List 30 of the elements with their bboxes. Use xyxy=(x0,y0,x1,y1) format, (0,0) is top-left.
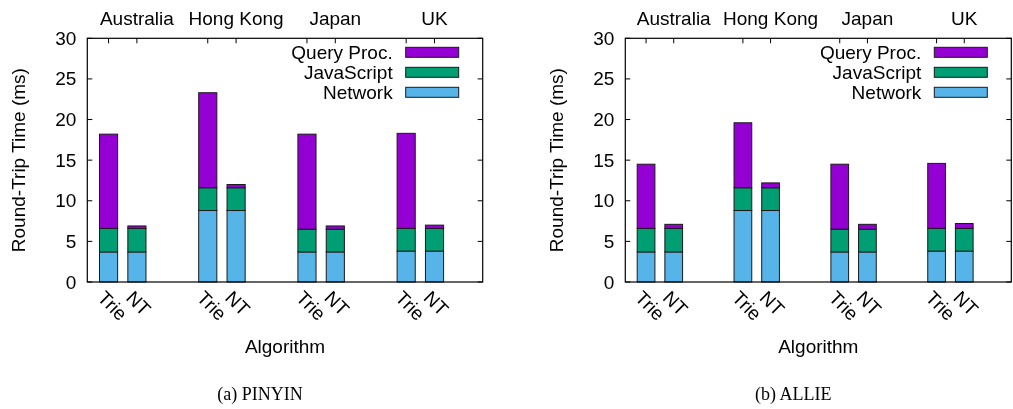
text: UK xyxy=(421,8,449,29)
y-tick-label: 20 xyxy=(55,109,77,131)
y-tick-label: 20 xyxy=(593,109,615,131)
legend-label: Query Proc. xyxy=(819,41,922,63)
y-axis-title: Round-Trip Time (ms) xyxy=(8,68,30,253)
text: Hong Kong xyxy=(723,8,819,29)
text: Australia xyxy=(636,8,712,29)
y-tick-label: 30 xyxy=(55,27,77,49)
x-axis-title: Algorithm xyxy=(778,336,859,357)
y-tick-label: 5 xyxy=(603,230,615,252)
y-tick-label: 5 xyxy=(65,230,77,252)
x-axis-title: Algorithm xyxy=(244,336,326,357)
text: Japan xyxy=(309,8,362,29)
y-tick-label: 15 xyxy=(593,149,615,171)
text: Hong Kong xyxy=(188,8,284,29)
y-tick-label: 15 xyxy=(55,149,77,171)
y-tick-label: 25 xyxy=(55,68,77,90)
text: (b) ALLIE xyxy=(755,384,832,405)
text: (a) PINYIN xyxy=(217,384,303,405)
text: UK xyxy=(951,8,978,29)
y-axis-title: Round-Trip Time (ms) xyxy=(546,68,568,253)
y-tick-label: 10 xyxy=(55,190,77,212)
y-tick-label: 0 xyxy=(603,271,615,293)
y-tick-label: 0 xyxy=(65,271,77,293)
text: Australia xyxy=(99,8,175,29)
y-tick-label: 10 xyxy=(593,190,615,212)
text: Japan xyxy=(841,8,894,29)
y-tick-label: 25 xyxy=(593,68,615,90)
legend-label: Query Proc. xyxy=(291,41,393,63)
y-tick-label: 30 xyxy=(593,27,615,49)
